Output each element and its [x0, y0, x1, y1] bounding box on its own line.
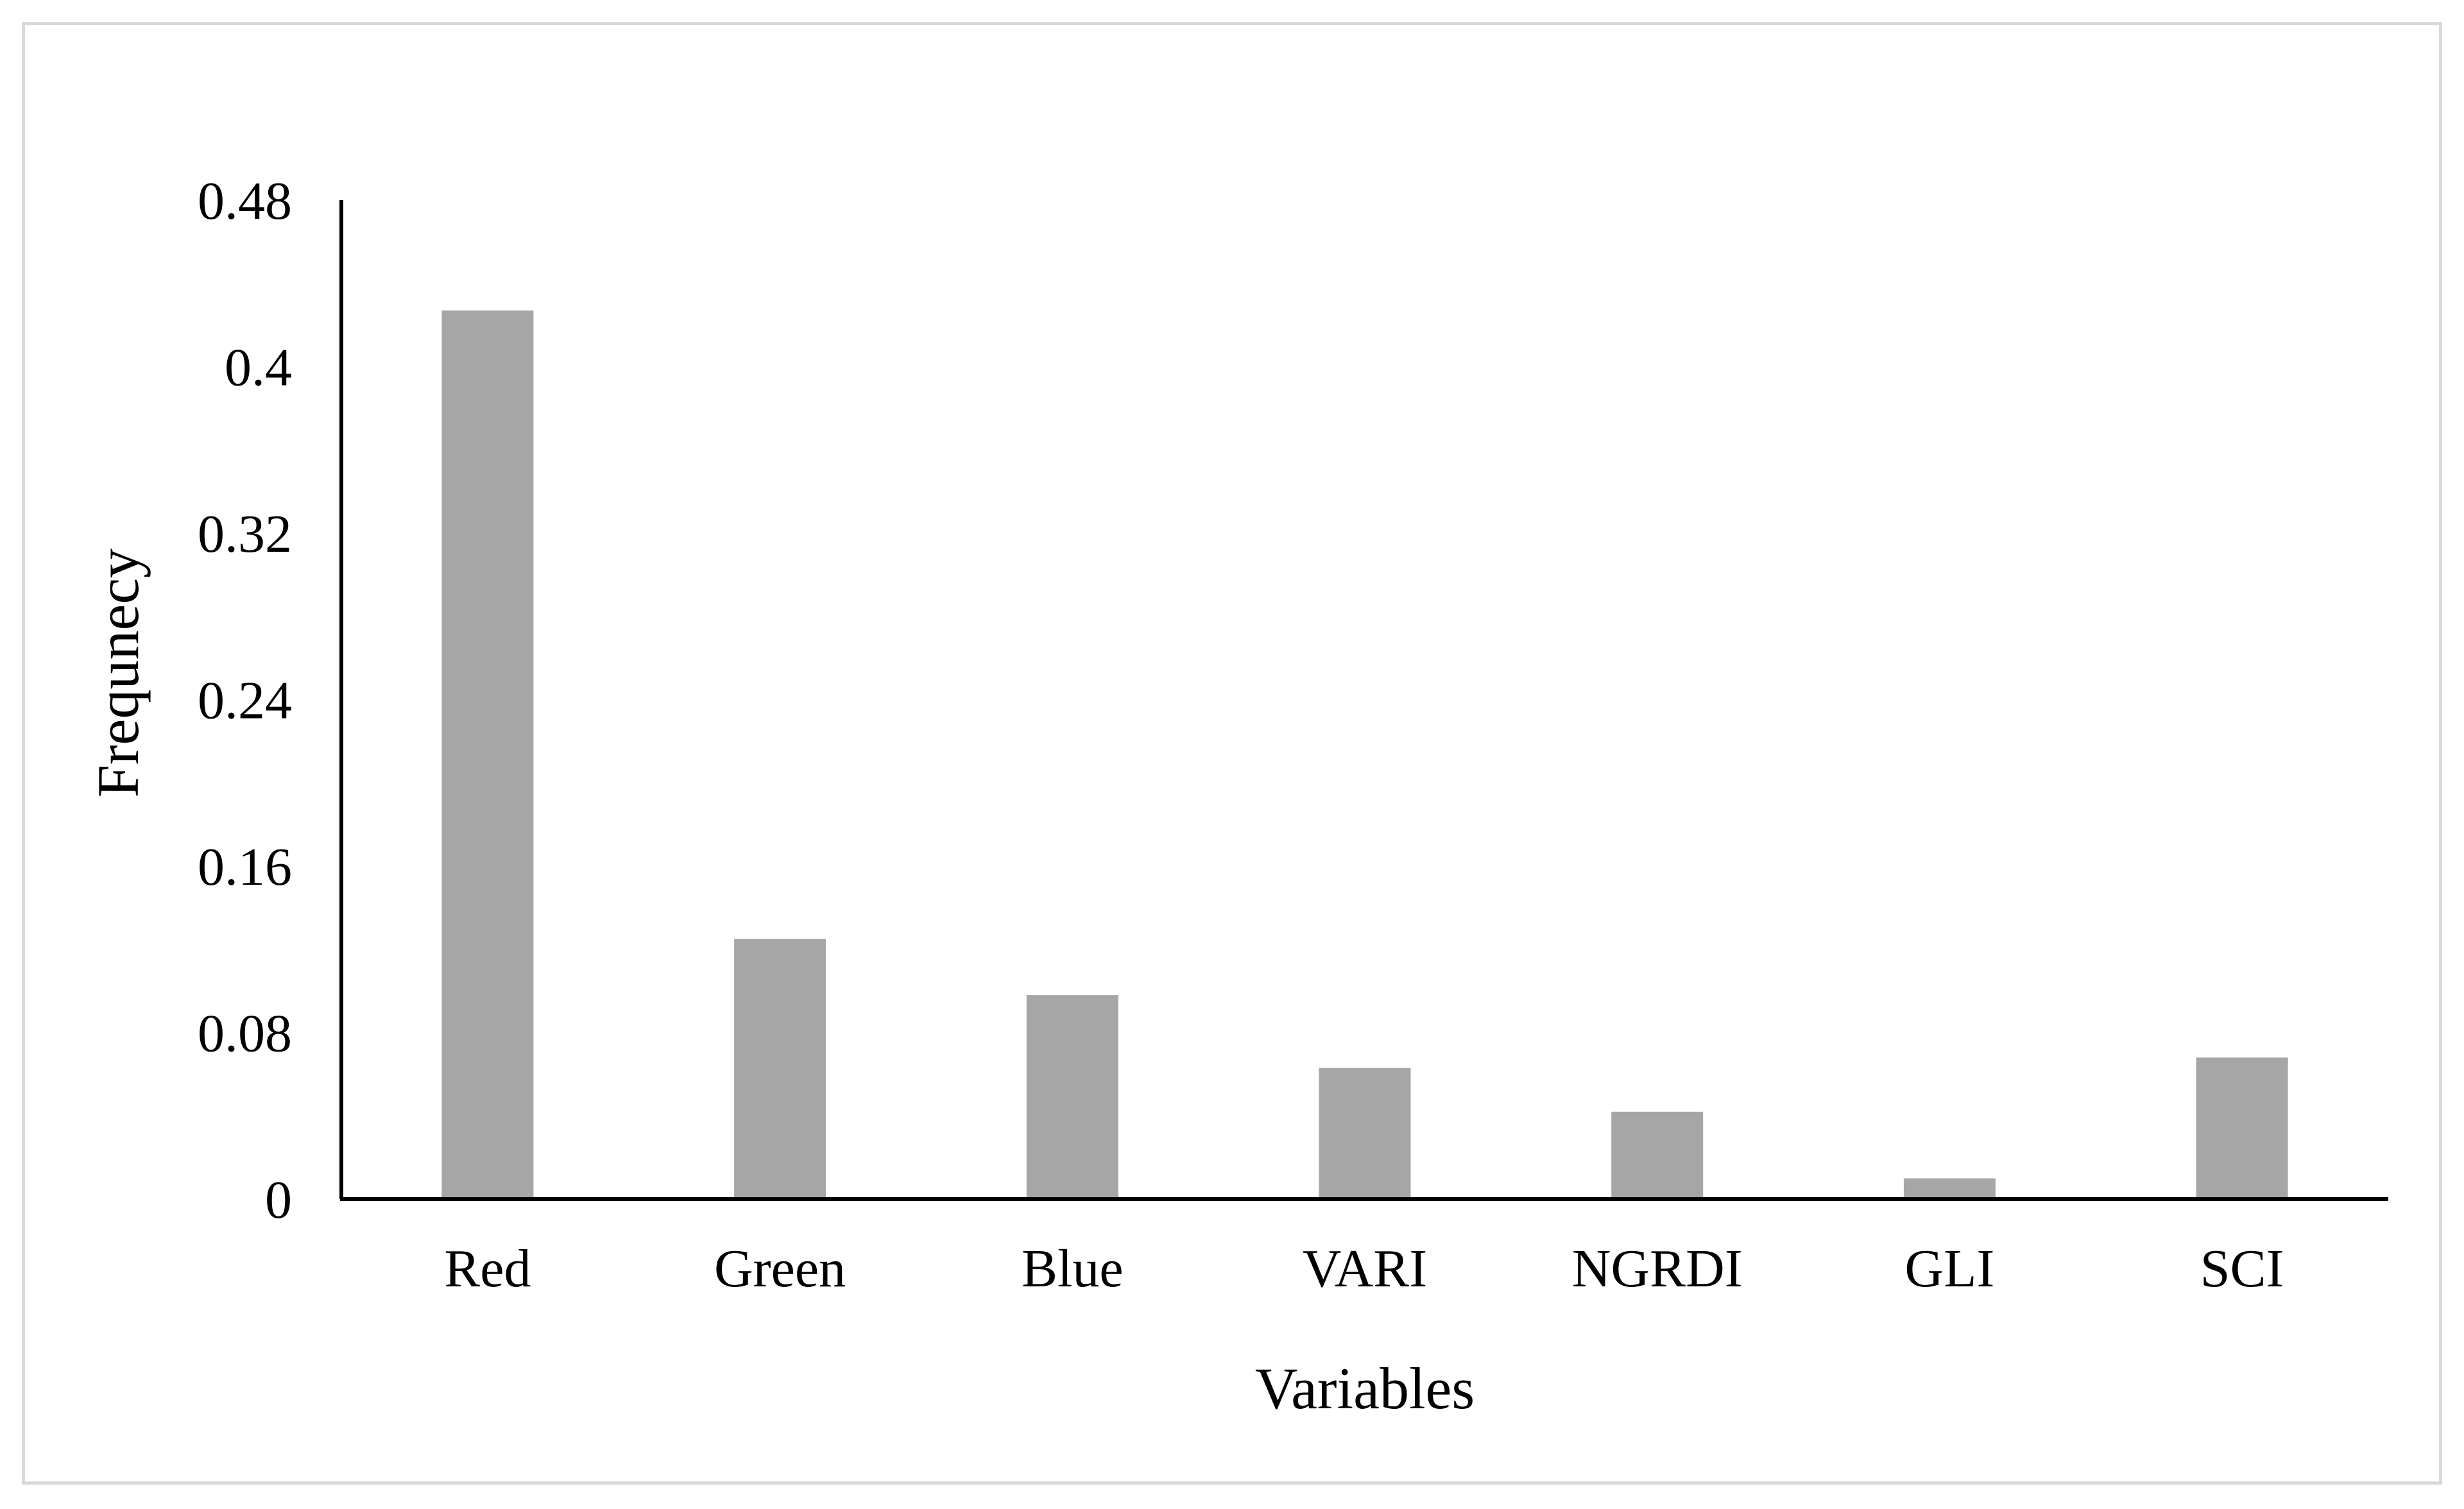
x-axis-title: Variables	[1255, 1356, 1475, 1421]
x-tick-label-blue: Blue	[1022, 1239, 1124, 1299]
y-tick-labels: 0 0.08 0.16 0.24 0.32 0.4 0.48	[198, 171, 292, 1230]
y-tick-label: 0.24	[198, 671, 292, 731]
x-tick-labels: Red Green Blue VARI NGRDI GLI SCI	[444, 1239, 2284, 1299]
bar-ngrdi	[1611, 1111, 1704, 1199]
bar-gli	[1903, 1178, 1996, 1199]
y-tick-label: 0	[265, 1170, 292, 1230]
y-tick-label: 0.4	[225, 338, 292, 398]
x-tick-label-vari: VARI	[1303, 1239, 1428, 1299]
bar-vari	[1319, 1068, 1411, 1199]
y-tick-label: 0.48	[198, 171, 292, 231]
x-tick-label-green: Green	[714, 1239, 846, 1299]
bar-blue	[1026, 995, 1118, 1199]
chart-frame	[22, 22, 2442, 1485]
x-tick-label-sci: SCI	[2200, 1239, 2284, 1299]
bar-green	[734, 939, 826, 1199]
y-tick-label: 0.08	[198, 1004, 292, 1064]
bars-layer	[441, 310, 2288, 1199]
y-tick-label: 0.32	[198, 504, 292, 564]
y-tick-label: 0.16	[198, 837, 292, 897]
x-tick-label-red: Red	[444, 1239, 531, 1299]
x-tick-label-gli: GLI	[1904, 1239, 1994, 1299]
x-tick-label-ngrdi: NGRDI	[1572, 1239, 1743, 1299]
bar-red	[441, 310, 534, 1199]
y-axis-title: Frequnecy	[85, 549, 151, 797]
bar-sci	[2196, 1057, 2288, 1199]
